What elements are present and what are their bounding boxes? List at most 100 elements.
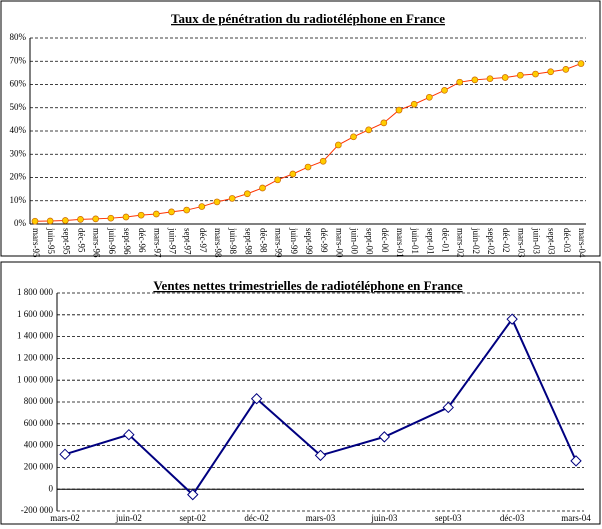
x-tick-label: déc-98 <box>258 228 268 253</box>
x-tick-label: déc-02 <box>501 228 511 252</box>
x-tick-label: mars-02 <box>456 228 466 258</box>
marker <box>547 68 555 76</box>
marker <box>442 401 454 414</box>
marker <box>350 133 357 141</box>
x-tick-label: déc-01 <box>440 228 450 253</box>
y-tick-label: 20% <box>10 172 27 182</box>
y-tick-label: 1 600 000 <box>17 309 54 319</box>
x-tick-label: mars-99 <box>274 228 284 258</box>
marker <box>570 455 582 467</box>
marker <box>501 74 509 81</box>
x-tick-label: sept-96 <box>122 228 132 255</box>
x-tick-label: sept-99 <box>304 228 314 255</box>
x-tick-label: juin-96 <box>107 227 117 254</box>
marker <box>395 106 403 114</box>
y-tick-label: 70% <box>10 55 27 65</box>
x-tick-label: sept-02 <box>486 228 496 255</box>
marker <box>380 119 388 127</box>
x-tick-label: mars-97 <box>152 228 162 258</box>
x-tick-label: mars-95 <box>31 228 41 258</box>
marker <box>486 75 494 83</box>
x-tick-label: sept-00 <box>365 228 375 255</box>
y-tick-label: 30% <box>10 148 27 158</box>
marker <box>228 195 236 202</box>
y-tick-label: 1 800 000 <box>17 287 54 297</box>
chart-title: Ventes nettes trimestrielles de radiotél… <box>153 278 463 293</box>
y-tick-label: 0% <box>14 218 27 228</box>
marker <box>334 141 342 149</box>
marker <box>123 428 135 441</box>
x-tick-label: déc-96 <box>137 228 147 253</box>
marker <box>506 313 518 325</box>
chart-title: Taux de pénétration du radiotéléphone en… <box>171 11 445 26</box>
marker <box>31 217 39 225</box>
marker <box>274 176 282 184</box>
x-tick-label: sept-03 <box>435 513 462 523</box>
x-tick-label: déc-95 <box>76 228 86 253</box>
chart-frame <box>0 261 601 525</box>
y-tick-label: 80% <box>10 32 27 42</box>
marker <box>425 93 433 101</box>
x-tick-label: juin-03 <box>370 513 397 523</box>
x-tick-label: juin-95 <box>46 227 56 254</box>
x-tick-label: sept-95 <box>61 228 71 255</box>
chart-frame <box>0 0 601 257</box>
x-tick-label: juin-00 <box>349 227 359 254</box>
x-tick-label: juin-02 <box>471 227 481 254</box>
marker <box>92 215 100 223</box>
marker <box>516 71 524 79</box>
x-tick-label: sept-97 <box>183 228 193 255</box>
y-tick-label: 40% <box>10 125 27 135</box>
marker <box>289 170 297 178</box>
x-tick-label: sept-01 <box>425 228 435 255</box>
y-tick-label: 800 000 <box>24 396 54 406</box>
x-tick-label: juin-99 <box>289 227 299 254</box>
x-tick-label: déc-02 <box>244 513 269 523</box>
marker <box>304 163 312 171</box>
x-tick-label: mars-04 <box>561 513 591 523</box>
x-tick-label: mars-04 <box>577 228 587 258</box>
marker <box>59 448 71 461</box>
marker <box>198 203 206 210</box>
x-tick-label: mars-00 <box>334 228 344 258</box>
marker <box>107 214 115 222</box>
y-tick-label: 1 000 000 <box>17 374 54 384</box>
y-tick-label: 1 400 000 <box>17 331 54 341</box>
marker <box>378 431 391 443</box>
y-tick-label: 400 000 <box>24 440 54 450</box>
marker <box>410 100 418 108</box>
y-tick-label: 200 000 <box>24 461 54 471</box>
x-tick-label: sept-98 <box>243 228 253 255</box>
x-tick-label: juin-02 <box>115 513 142 523</box>
marker <box>365 126 373 134</box>
x-tick-label: juin-98 <box>228 227 238 254</box>
y-tick-label: 1 200 000 <box>17 352 54 362</box>
y-tick-label: 10% <box>10 195 27 205</box>
marker <box>243 190 251 198</box>
x-tick-label: mars-03 <box>306 513 336 523</box>
y-tick-label: 60% <box>10 79 27 89</box>
x-tick-label: mars-98 <box>213 228 223 258</box>
x-tick-label: juin-97 <box>167 227 177 254</box>
marker <box>471 76 479 84</box>
marker <box>259 184 266 192</box>
x-tick-label: déc-99 <box>319 228 329 253</box>
marker <box>532 70 539 78</box>
x-tick-label: sept-03 <box>547 228 557 255</box>
marker <box>46 217 54 225</box>
x-tick-label: déc-03 <box>562 228 572 253</box>
x-tick-label: sept-02 <box>180 513 207 523</box>
marker <box>250 393 263 405</box>
marker <box>137 211 145 219</box>
marker <box>122 213 130 221</box>
marker <box>456 78 464 86</box>
marker <box>319 157 327 165</box>
marker <box>213 198 221 206</box>
x-tick-label: juin-03 <box>531 227 541 254</box>
x-tick-label: déc-97 <box>198 228 208 253</box>
marker <box>77 216 84 223</box>
marker <box>183 206 191 214</box>
x-tick-label: déc-00 <box>380 228 390 253</box>
x-tick-label: mars-02 <box>50 513 80 523</box>
